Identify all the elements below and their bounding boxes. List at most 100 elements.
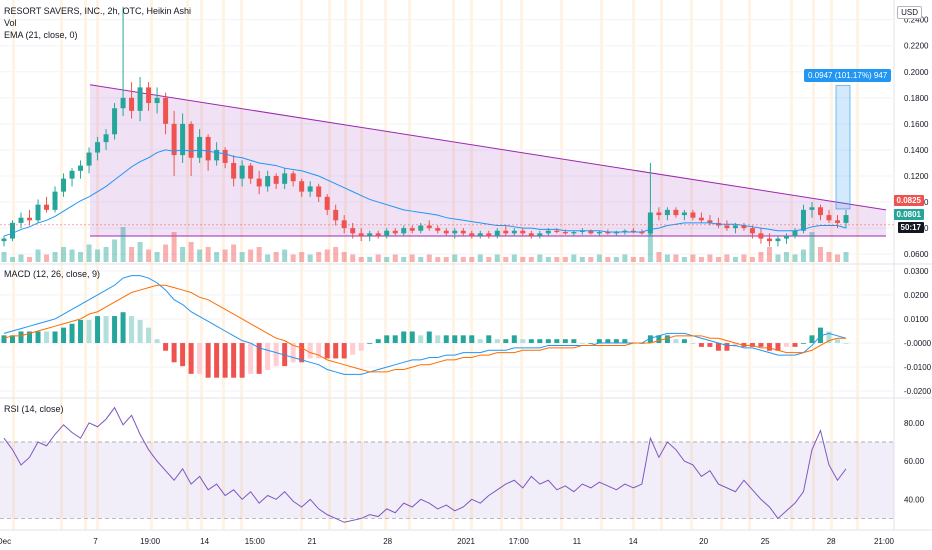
measure-callout[interactable]: 0.0947 (101.17%) 947	[804, 69, 892, 82]
session-stripe	[452, 0, 455, 530]
volume-bar	[766, 247, 772, 262]
volume-bar	[180, 247, 186, 262]
session-stripe	[60, 0, 63, 530]
macd-histogram-bar	[188, 343, 194, 374]
macd-histogram-bar	[435, 335, 441, 344]
candle-body	[494, 230, 500, 236]
macd-histogram-bar	[35, 331, 41, 344]
price-axis-label: 0.0600	[904, 250, 929, 259]
candle-body	[103, 134, 109, 143]
macd-histogram-bar	[571, 339, 577, 344]
candle-body	[775, 238, 781, 242]
volume-bar	[222, 249, 228, 262]
volume-bar	[409, 254, 415, 262]
candle-body	[171, 123, 177, 156]
candle-body	[163, 97, 169, 124]
macd-histogram-bar	[758, 343, 764, 347]
time-axis-label: 7	[93, 537, 98, 546]
candle-body	[630, 230, 636, 233]
candle-body	[27, 217, 33, 221]
currency-badge[interactable]: USD	[897, 6, 922, 19]
candle-body	[537, 233, 543, 236]
session-stripe	[344, 0, 347, 530]
volume-bar	[435, 257, 441, 262]
macd-legend[interactable]: MACD (12, 26, close, 9)	[4, 269, 101, 279]
macd-histogram-bar	[78, 319, 84, 344]
symbol-legend[interactable]: RESORT SAVERS, INC., 2h, OTC, Heikin Ash…	[4, 6, 192, 16]
rsi-line	[3, 406, 847, 523]
candle-body	[579, 230, 585, 233]
macd-histogram-bar	[392, 335, 398, 344]
macd-histogram-bar	[10, 335, 16, 344]
macd-histogram-bar	[214, 343, 220, 378]
macd-axis-label: -0.0200	[904, 387, 932, 396]
candle-body	[732, 225, 738, 229]
candle-body	[681, 212, 687, 216]
volume-bar	[809, 232, 815, 262]
candle-body	[375, 233, 381, 236]
candle-body	[554, 230, 560, 233]
volume-bar	[630, 257, 636, 262]
candle-body	[826, 215, 832, 221]
candle-body	[834, 220, 840, 223]
last-price-tag: 0.0825	[893, 195, 924, 206]
candle-body	[112, 108, 118, 135]
macd-histogram-bar	[588, 343, 594, 344]
volume-bar	[367, 257, 373, 262]
candle-body	[307, 186, 313, 192]
candle-body	[511, 230, 517, 234]
candle-body	[792, 230, 798, 236]
volume-bar	[256, 247, 262, 262]
candle-body	[299, 181, 305, 192]
candle-body	[520, 230, 526, 234]
price-axis-label: 0.1600	[904, 120, 929, 129]
volume-bar	[562, 257, 568, 262]
volume-bar	[171, 232, 177, 262]
volume-bar	[469, 257, 475, 262]
session-stripe	[186, 0, 189, 530]
macd-histogram-bar	[664, 335, 670, 344]
candle-body	[120, 97, 126, 109]
volume-bar	[290, 254, 296, 262]
macd-histogram-bar	[460, 335, 466, 344]
volume-bar	[596, 254, 602, 262]
volume-bar	[698, 257, 704, 262]
time-axis-label: Dec	[0, 537, 11, 546]
candle-body	[588, 230, 594, 234]
volume-bar	[792, 254, 798, 262]
volume-bar	[418, 257, 424, 262]
candle-body	[384, 230, 390, 236]
volume-bar	[307, 254, 313, 262]
candle-body	[52, 191, 58, 210]
macd-line	[3, 275, 847, 375]
macd-histogram-bar	[112, 316, 118, 344]
signal-line	[3, 284, 846, 373]
volume-bar	[358, 257, 364, 262]
volume-bar	[545, 257, 551, 262]
volume-bar	[273, 252, 279, 262]
candle-body	[95, 142, 101, 153]
session-stripe	[200, 0, 203, 530]
rsi-legend[interactable]: RSI (14, close)	[4, 404, 64, 414]
volume-legend[interactable]: Vol	[4, 18, 17, 28]
volume-bar	[44, 254, 50, 262]
time-axis-label: 20	[699, 537, 708, 546]
volume-bar	[724, 254, 730, 262]
candle-body	[392, 230, 398, 234]
countdown-tag: 50:17	[897, 222, 924, 233]
volume-bar	[282, 249, 288, 262]
volume-bar	[783, 252, 789, 262]
candle-body	[843, 215, 849, 223]
volume-bar	[681, 257, 687, 262]
candle-body	[443, 230, 449, 234]
macd-histogram-bar	[146, 327, 152, 344]
ema-legend[interactable]: EMA (21, close, 0)	[4, 30, 78, 40]
volume-bar	[324, 249, 330, 262]
macd-histogram-bar	[103, 316, 109, 344]
measure-box	[835, 85, 851, 210]
candle-body	[800, 209, 806, 231]
macd-histogram-bar	[766, 343, 772, 351]
volume-bar	[537, 254, 543, 262]
macd-histogram-bar	[27, 331, 33, 344]
